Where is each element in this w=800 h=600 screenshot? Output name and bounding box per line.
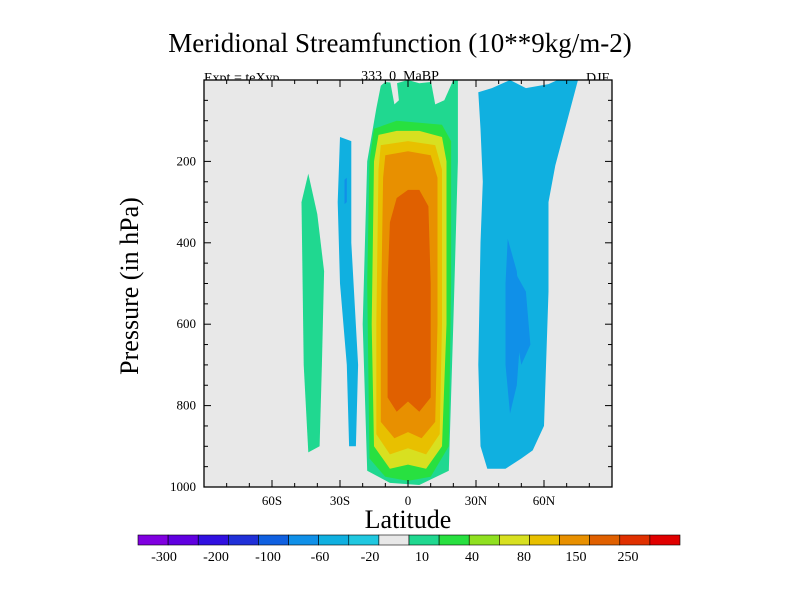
colorbar-swatch: [529, 534, 560, 546]
x-tick-label: 30S: [330, 493, 350, 508]
contour-region-southern-cell-negative-core: [344, 177, 347, 205]
colorbar-label: 10: [415, 550, 429, 565]
contour-region-southern-polar-positive: [301, 173, 325, 453]
chart-title: Meridional Streamfunction (10**9kg/m-2): [168, 28, 632, 58]
y-tick-label: 200: [177, 153, 197, 168]
contour-gap-upper-gap-right: [430, 80, 454, 105]
y-tick-label: 400: [177, 235, 197, 250]
colorbar-label: -100: [255, 550, 281, 565]
y-axis-title: Pressure (in hPa): [115, 197, 144, 375]
x-axis-title: Latitude: [365, 505, 452, 534]
colorbar-label: 80: [517, 550, 531, 565]
x-tick-label: 60S: [262, 493, 282, 508]
contour-region-tropical-cell-250: [387, 189, 431, 412]
y-tick-label: 1000: [170, 479, 196, 494]
colorbar-label: -200: [203, 550, 229, 565]
colorbar-swatch: [167, 534, 199, 546]
colorbar-swatch: [378, 534, 410, 546]
y-tick-label: 800: [177, 398, 197, 413]
colorbar-label: -20: [361, 550, 380, 565]
contour-region-northern-cell-negative-core-2: [512, 267, 531, 365]
colorbar-label: 250: [618, 550, 639, 565]
colorbar-label: 150: [566, 550, 587, 565]
y-tick-label: 600: [177, 316, 197, 331]
colorbar-label: 40: [465, 550, 479, 565]
colorbar-swatch: [559, 534, 590, 546]
colorbar-swatch: [288, 534, 319, 546]
colorbar-swatch: [258, 534, 289, 546]
colorbar: -300 -200 -100 -60 -20 10 40 80 150 250: [137, 534, 681, 565]
plot-area: [204, 80, 612, 487]
axes: 60S 30S 0 30N 60N 200 400 600 800 1000: [170, 79, 613, 508]
colorbar-swatch: [649, 534, 681, 546]
colorbar-label: -300: [151, 550, 177, 565]
colorbar-swatch: [197, 534, 229, 546]
x-tick-label: 0: [405, 493, 412, 508]
x-tick-label: 30N: [465, 493, 488, 508]
colorbar-swatch: [619, 534, 651, 546]
colorbar-swatch: [468, 534, 500, 546]
colorbar-swatch: [408, 534, 440, 546]
contour-gap-upper-gap-left: [389, 80, 399, 105]
colorbar-swatch: [348, 534, 380, 546]
x-tick-label: 60N: [533, 493, 556, 508]
contour-fills: [301, 80, 578, 485]
colorbar-swatch: [499, 534, 530, 546]
colorbar-swatch: [589, 534, 621, 546]
contour-region-southern-cell-negative: [337, 137, 359, 447]
colorbar-swatch: [438, 534, 470, 546]
colorbar-swatch: [137, 534, 169, 546]
colorbar-swatch: [228, 534, 259, 546]
colorbar-label: -60: [311, 550, 330, 565]
contour-region-northern-cell-negative: [478, 80, 578, 469]
colorbar-swatch: [318, 534, 350, 546]
